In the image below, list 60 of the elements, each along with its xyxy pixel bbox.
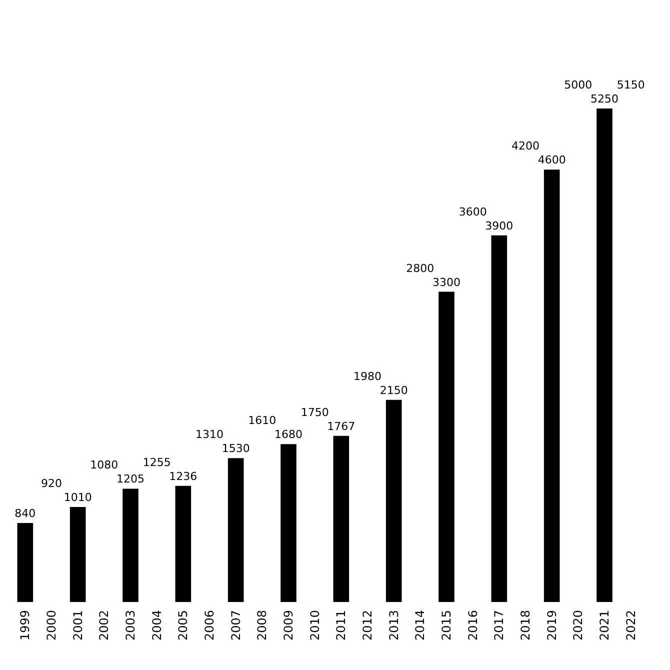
data-label: 3300 [432,276,460,289]
x-tick-label: 2011 [334,610,348,641]
x-tick-label: 2005 [176,610,190,641]
bar [175,486,192,602]
x-tick-label: 2001 [70,610,85,641]
bar [386,400,402,602]
data-label: 1010 [64,491,92,504]
x-tick-label: 2010 [308,610,322,641]
x-tick-label: 2012 [360,610,374,641]
x-tick-label: 2007 [228,610,243,641]
text: 1750 [300,406,329,419]
data-label: 840 [14,507,36,520]
x-tick-label: 2019 [544,610,559,641]
x-tick-label: 2004 [150,610,164,641]
x-tick-label: 1999 [18,610,32,641]
text: 5000 [564,78,592,92]
data-label: 4600 [538,154,566,167]
bar [228,458,244,602]
text: 920 [41,477,62,490]
data-label: 1205 [116,472,144,486]
bar [17,523,34,602]
x-tick-label: 2022 [624,610,638,641]
bar [544,170,560,602]
data-label: 1767 [327,420,356,433]
text: 1610 [248,414,276,428]
data-label: 1680 [274,428,302,442]
bar [333,436,350,602]
data-label: 5250 [590,92,618,106]
data-label: 3900 [485,219,514,232]
x-tick-label: 2000 [44,610,58,641]
data-label: 1530 [222,442,250,456]
x-tick-label: 2013 [386,610,401,641]
text: 1310 [196,428,224,442]
bar [122,488,138,602]
text: 1255 [142,456,171,469]
x-tick-label: 2016 [466,610,480,641]
x-tick-label: 2021 [598,610,612,641]
x-tick-label: 2015 [440,610,454,641]
bar [70,507,86,602]
text: 1080 [90,458,118,472]
text: 3600 [458,205,487,218]
data-label: 2150 [380,384,408,397]
text: 1980 [354,370,382,383]
x-tick-label: 2009 [282,610,296,641]
x-tick-label: 2002 [97,610,112,641]
x-tick-label: 2020 [571,610,586,641]
text: 2800 [406,262,434,275]
text: 5150 [616,78,645,92]
x-tick-label: 2014 [413,610,428,641]
text: 4200 [512,140,540,153]
bar [280,444,296,602]
data-label: 1236 [169,470,198,483]
bar [596,108,612,602]
x-tick-label: 2003 [124,610,138,641]
x-tick-label: 2018 [518,610,532,641]
x-tick-label: 2006 [202,610,216,641]
x-tick-label: 2017 [492,610,506,641]
bar [438,292,454,602]
x-tick-label: 2008 [255,610,270,641]
bar [491,235,508,602]
